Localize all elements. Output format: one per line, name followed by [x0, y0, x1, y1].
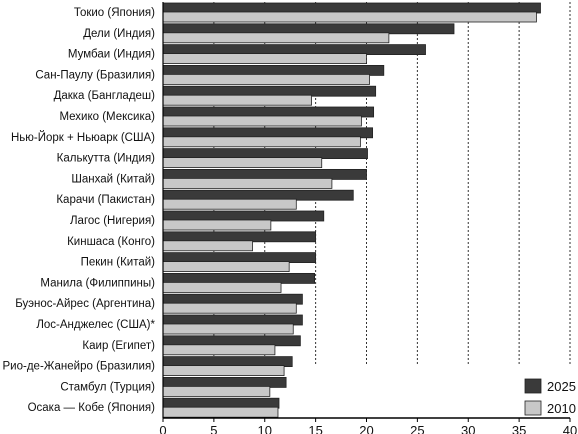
bar-2010-16 — [162, 344, 276, 356]
bar-2010-14 — [162, 302, 297, 314]
bar-2010-13 — [162, 281, 282, 293]
x-tick-label-35: 35 — [512, 423, 526, 434]
bar-2025-15 — [162, 314, 303, 326]
x-tick-label-40: 40 — [563, 423, 577, 434]
category-label-2: Мумбаи (Индия) — [68, 49, 155, 61]
category-label-11: Киншаса (Конго) — [67, 236, 155, 248]
bar-2025-7 — [162, 148, 368, 160]
bar-2025-0 — [162, 2, 541, 14]
bar-2025-19 — [162, 397, 280, 409]
bar-2010-9 — [162, 198, 297, 210]
category-label-16: Каир (Египет) — [82, 340, 155, 352]
category-label-12: Пекин (Китай) — [81, 257, 156, 269]
bar-2010-8 — [162, 177, 333, 189]
x-tick-label-10: 10 — [258, 423, 272, 434]
bar-2010-3 — [162, 74, 370, 85]
bar-2025-2 — [162, 44, 426, 55]
legend-swatch-2025 — [524, 378, 542, 394]
bar-2010-17 — [162, 365, 285, 377]
category-label-9: Карачи (Пакистан) — [56, 194, 155, 206]
bar-2025-1 — [162, 23, 455, 35]
bar-2010-0 — [162, 11, 537, 23]
category-label-1: Дели (Индия) — [83, 28, 155, 40]
bar-2010-15 — [162, 323, 294, 335]
category-label-17: Рио-де-Жанейро (Бразилия) — [3, 361, 156, 373]
category-label-6: Нью-Йорк + Ньюарк (США) — [11, 131, 155, 144]
legend-label-2010: 2010 — [547, 401, 576, 416]
bar-2025-16 — [162, 335, 301, 347]
bar-2025-18 — [162, 376, 287, 388]
bar-2025-8 — [162, 168, 367, 180]
bar-2025-4 — [162, 85, 377, 97]
category-label-15: Лос-Анджелес (США)* — [36, 319, 155, 331]
category-label-10: Лагос (Нигерия) — [70, 215, 155, 227]
bar-2025-9 — [162, 189, 354, 201]
x-tick-label-15: 15 — [308, 423, 322, 434]
category-label-14: Буэнос-Айрес (Аргентина) — [15, 298, 155, 310]
category-label-18: Стамбул (Турция) — [60, 381, 155, 393]
bar-2010-1 — [162, 32, 390, 44]
bar-2025-3 — [162, 65, 385, 76]
bar-2010-2 — [162, 53, 367, 64]
x-tick-label-25: 25 — [410, 423, 424, 434]
bar-2025-6 — [162, 127, 374, 139]
x-tick-label-0: 0 — [159, 423, 166, 434]
bar-2010-7 — [162, 157, 323, 169]
x-tick-label-5: 5 — [210, 423, 217, 434]
bar-2010-18 — [162, 385, 271, 397]
category-label-7: Калькутта (Индия) — [57, 153, 156, 165]
bar-2010-4 — [162, 94, 312, 106]
category-label-19: Осака — Кобе (Япония) — [28, 402, 156, 414]
x-tick-label-20: 20 — [359, 423, 373, 434]
category-label-13: Манила (Филиппины) — [40, 277, 155, 289]
bar-2010-11 — [162, 240, 253, 252]
bar-2010-5 — [162, 115, 362, 127]
legend-label-2025: 2025 — [547, 379, 576, 394]
bar-2010-10 — [162, 219, 272, 231]
bar-2010-19 — [162, 406, 279, 418]
category-label-0: Токио (Япония) — [74, 7, 155, 19]
bar-2025-5 — [162, 106, 375, 118]
bar-2025-14 — [162, 293, 303, 305]
bar-2025-10 — [162, 210, 325, 222]
bar-2010-12 — [162, 261, 290, 273]
category-label-5: Мехико (Мексика) — [59, 111, 155, 123]
category-label-3: Сан-Паулу (Бразилия) — [35, 69, 155, 81]
category-label-4: Дакка (Бангладеш) — [54, 90, 156, 102]
bar-2025-17 — [162, 356, 293, 368]
bar-2025-12 — [162, 252, 317, 264]
category-label-8: Шанхай (Китай) — [71, 173, 155, 185]
x-tick-label-30: 30 — [461, 423, 475, 434]
bar-2025-13 — [162, 272, 316, 284]
bar-2010-6 — [162, 136, 361, 148]
bar-2025-11 — [162, 231, 317, 243]
legend-swatch-2010 — [524, 400, 542, 416]
